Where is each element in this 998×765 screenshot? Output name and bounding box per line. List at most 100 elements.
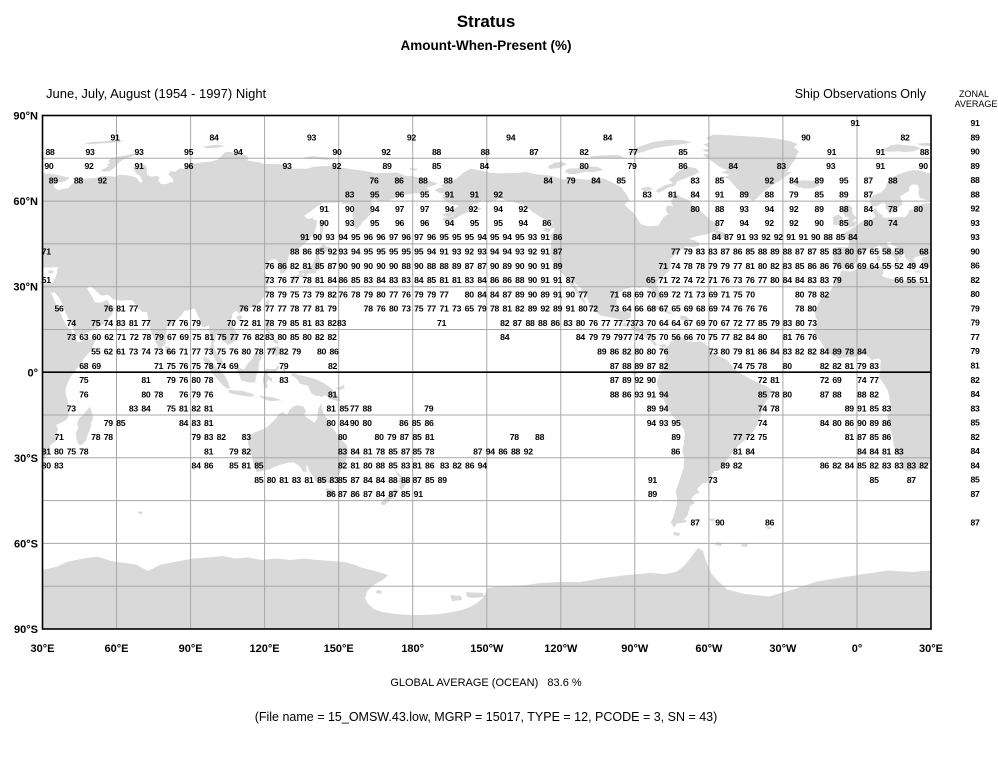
svg-text:84: 84	[848, 232, 858, 242]
svg-text:80: 80	[970, 289, 980, 299]
svg-text:85: 85	[401, 489, 411, 499]
svg-text:79: 79	[733, 347, 743, 357]
svg-text:95: 95	[184, 147, 194, 157]
svg-text:85: 85	[758, 318, 768, 328]
svg-text:79: 79	[292, 347, 302, 357]
svg-text:88: 88	[857, 389, 867, 399]
svg-text:69: 69	[634, 289, 644, 299]
svg-text:79: 79	[970, 318, 980, 328]
svg-text:84: 84	[363, 475, 373, 485]
svg-text:70: 70	[708, 318, 718, 328]
svg-text:97: 97	[395, 204, 405, 214]
svg-text:79: 79	[327, 304, 337, 314]
svg-text:88: 88	[622, 361, 632, 371]
svg-text:82: 82	[919, 461, 929, 471]
svg-text:72: 72	[671, 289, 681, 299]
svg-text:80: 80	[267, 475, 277, 485]
svg-text:90: 90	[44, 161, 54, 171]
svg-text:79: 79	[601, 332, 611, 342]
svg-text:89: 89	[970, 132, 980, 142]
svg-text:80: 80	[807, 304, 817, 314]
svg-text:74: 74	[758, 404, 768, 414]
svg-text:86: 86	[394, 175, 404, 185]
svg-text:88: 88	[443, 175, 453, 185]
svg-text:83: 83	[820, 275, 830, 285]
svg-text:84: 84	[141, 404, 151, 414]
svg-text:83: 83	[401, 461, 411, 471]
svg-text:80: 80	[338, 432, 348, 442]
svg-text:90: 90	[414, 261, 424, 271]
svg-text:88: 88	[432, 147, 442, 157]
svg-text:93: 93	[345, 218, 355, 228]
svg-text:86: 86	[542, 218, 552, 228]
svg-text:78: 78	[683, 261, 693, 271]
svg-text:88: 88	[765, 190, 775, 200]
svg-text:76: 76	[229, 347, 239, 357]
svg-text:92: 92	[519, 204, 529, 214]
svg-text:82: 82	[832, 461, 842, 471]
svg-text:66: 66	[166, 347, 176, 357]
svg-text:92: 92	[540, 304, 550, 314]
svg-text:76: 76	[338, 289, 348, 299]
svg-text:67: 67	[659, 304, 669, 314]
svg-text:83: 83	[364, 275, 374, 285]
svg-text:83: 83	[440, 461, 450, 471]
svg-text:79: 79	[789, 190, 799, 200]
svg-text:74: 74	[888, 218, 898, 228]
svg-text:87: 87	[412, 475, 422, 485]
svg-text:81: 81	[204, 446, 214, 456]
svg-text:60°N: 60°N	[13, 196, 38, 208]
svg-text:91: 91	[445, 190, 455, 200]
svg-text:83: 83	[116, 318, 126, 328]
svg-text:81: 81	[439, 275, 449, 285]
svg-text:89: 89	[647, 404, 657, 414]
svg-text:86: 86	[820, 461, 830, 471]
svg-text:87: 87	[400, 432, 410, 442]
svg-text:94: 94	[503, 232, 513, 242]
svg-text:65: 65	[646, 275, 656, 285]
svg-text:97: 97	[414, 232, 424, 242]
svg-text:67: 67	[721, 318, 731, 328]
svg-text:88: 88	[439, 261, 449, 271]
svg-text:70: 70	[746, 289, 756, 299]
svg-text:87: 87	[820, 389, 830, 399]
svg-text:86: 86	[622, 389, 632, 399]
svg-text:68: 68	[79, 361, 89, 371]
svg-text:80: 80	[42, 461, 52, 471]
svg-text:95: 95	[439, 232, 449, 242]
svg-text:85: 85	[116, 418, 126, 428]
svg-text:80: 80	[375, 432, 385, 442]
svg-text:82: 82	[659, 361, 669, 371]
svg-text:92: 92	[970, 204, 980, 214]
svg-text:82: 82	[327, 289, 337, 299]
svg-text:80: 80	[141, 389, 151, 399]
svg-text:88: 88	[610, 389, 620, 399]
svg-text:89: 89	[648, 489, 658, 499]
svg-text:80: 80	[795, 318, 805, 328]
svg-text:80: 80	[277, 332, 287, 342]
svg-text:88: 88	[290, 247, 300, 257]
svg-text:84: 84	[746, 332, 756, 342]
svg-text:83: 83	[777, 161, 787, 171]
svg-text:75: 75	[192, 332, 202, 342]
svg-text:78: 78	[252, 304, 262, 314]
svg-text:65: 65	[671, 304, 681, 314]
svg-text:77: 77	[427, 304, 437, 314]
svg-text:83: 83	[783, 347, 793, 357]
svg-text:76: 76	[808, 332, 818, 342]
svg-text:82: 82	[970, 375, 980, 385]
svg-text:69: 69	[857, 261, 867, 271]
svg-text:77: 77	[192, 347, 202, 357]
svg-text:87: 87	[529, 147, 539, 157]
svg-text:71: 71	[658, 261, 668, 271]
svg-text:90: 90	[919, 161, 929, 171]
svg-text:84: 84	[209, 132, 219, 142]
svg-text:79: 79	[279, 361, 289, 371]
svg-text:89: 89	[970, 161, 980, 171]
svg-text:71: 71	[437, 318, 447, 328]
svg-text:84: 84	[480, 161, 490, 171]
svg-text:84: 84	[970, 460, 980, 470]
svg-text:82: 82	[290, 261, 300, 271]
svg-text:89: 89	[528, 304, 538, 314]
svg-text:88: 88	[402, 261, 412, 271]
